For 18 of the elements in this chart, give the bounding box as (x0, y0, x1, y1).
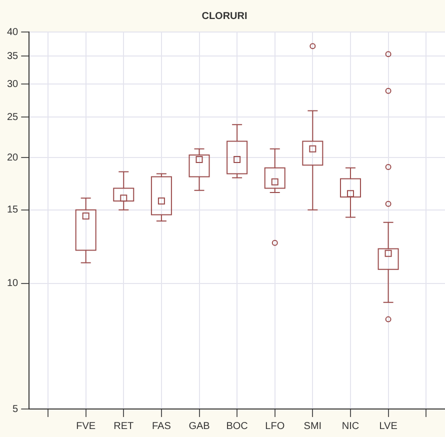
x-tick-label: FVE (76, 420, 96, 432)
x-tick-label: GAB (188, 420, 210, 432)
y-tick-label: 10 (7, 278, 19, 290)
x-tick-label: LVE (379, 420, 398, 432)
x-tick-label: NIC (342, 420, 360, 432)
y-tick-label: 30 (7, 78, 19, 90)
x-tick-label: BOC (226, 420, 248, 432)
chart-title: CLORURI (202, 10, 248, 22)
x-tick-label: RET (114, 420, 134, 432)
y-tick-label: 40 (7, 26, 19, 38)
y-tick-label: 20 (7, 152, 19, 164)
y-tick-label: 5 (12, 404, 19, 415)
y-tick-label: 25 (7, 112, 19, 123)
x-tick-label: SMI (304, 420, 322, 432)
x-tick-label: FAS (152, 420, 172, 432)
y-tick-label: 35 (7, 50, 19, 62)
y-tick-label: 15 (7, 204, 19, 216)
x-tick-label: LFO (265, 420, 285, 432)
